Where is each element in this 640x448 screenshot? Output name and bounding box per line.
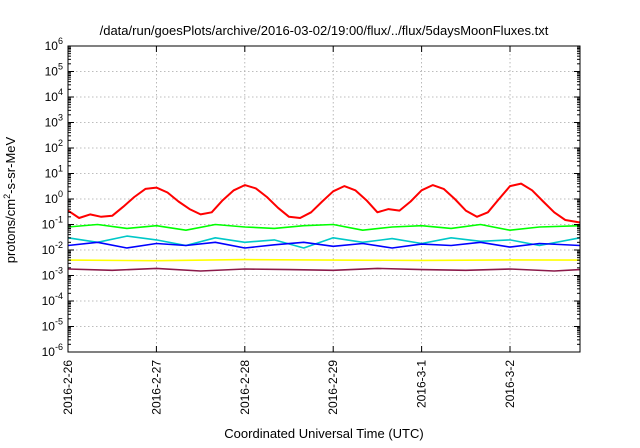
- series-line-4: [67, 241, 581, 249]
- y-axis-label-rest: -s-sr-MeV: [3, 136, 18, 193]
- y-tick-base: 10: [42, 269, 56, 283]
- y-tick-exponent: 2: [58, 138, 63, 148]
- y-tick-exponent: -6: [55, 342, 63, 352]
- x-tick-label: 2016-2-27: [149, 360, 163, 415]
- y-tick-exponent: 6: [58, 36, 63, 46]
- y-tick-label: 10-2: [42, 240, 63, 257]
- y-tick-exponent: -4: [55, 291, 63, 301]
- y-tick-base: 10: [42, 320, 56, 334]
- y-tick-label: 100: [45, 189, 63, 206]
- y-tick-base: 10: [42, 345, 56, 359]
- y-tick-label: 10-4: [42, 291, 63, 308]
- y-tick-label: 10-1: [42, 215, 63, 232]
- y-tick-label: 103: [45, 113, 63, 130]
- y-tick-label: 10-6: [42, 342, 63, 359]
- y-tick-exponent: 1: [58, 164, 63, 174]
- y-tick-exponent: 4: [58, 87, 63, 97]
- y-tick-base: 10: [45, 141, 59, 155]
- y-tick-base: 10: [42, 294, 56, 308]
- y-tick-exponent: -3: [55, 266, 63, 276]
- y-tick-exponent: 0: [58, 189, 63, 199]
- y-tick-base: 10: [45, 192, 59, 206]
- x-axis-label: Coordinated Universal Time (UTC): [224, 426, 423, 441]
- series-line-6: [67, 267, 581, 272]
- y-tick-label: 106: [45, 36, 63, 53]
- y-tick-base: 10: [45, 65, 59, 79]
- series-line-5: [67, 258, 581, 262]
- y-tick-exponent: 5: [58, 62, 63, 72]
- y-tick-label: 105: [45, 62, 63, 79]
- y-tick-label: 102: [45, 138, 63, 155]
- x-tick-label: 2016-2-29: [326, 360, 340, 415]
- y-tick-base: 10: [42, 243, 56, 257]
- y-tick-exponent: -2: [55, 240, 63, 250]
- y-axis-label-main: protons/cm: [3, 199, 18, 263]
- series-line-2: [67, 223, 581, 231]
- series-line-3: [67, 235, 581, 249]
- y-tick-base: 10: [42, 218, 56, 232]
- y-axis-label: protons/cm2-s-sr-MeV: [2, 136, 18, 263]
- y-axis-label-sup: 2: [2, 194, 12, 199]
- y-tick-label: 10-3: [42, 266, 63, 283]
- y-tick-exponent: -1: [55, 215, 63, 225]
- y-tick-label: 101: [45, 164, 63, 181]
- y-tick-base: 10: [45, 167, 59, 181]
- y-tick-base: 10: [45, 90, 59, 104]
- y-tick-base: 10: [45, 116, 59, 130]
- x-tick-label: 2016-2-26: [61, 360, 75, 415]
- y-tick-base: 10: [45, 39, 59, 53]
- x-tick-label: 2016-3-1: [415, 360, 429, 408]
- series-layer: [67, 182, 581, 272]
- series-line-1: [67, 182, 581, 224]
- x-tick-label: 2016-2-28: [238, 360, 252, 415]
- chart-title: /data/run/goesPlots/archive/2016-03-02/1…: [100, 23, 549, 38]
- y-tick-exponent: -5: [55, 317, 63, 327]
- y-tick-label: 10-5: [42, 317, 63, 334]
- y-tick-exponent: 3: [58, 113, 63, 123]
- x-tick-label: 2016-3-2: [503, 360, 517, 408]
- y-tick-label: 104: [45, 87, 63, 104]
- ticks: 10-610-510-410-310-210-11001011021031041…: [42, 36, 580, 415]
